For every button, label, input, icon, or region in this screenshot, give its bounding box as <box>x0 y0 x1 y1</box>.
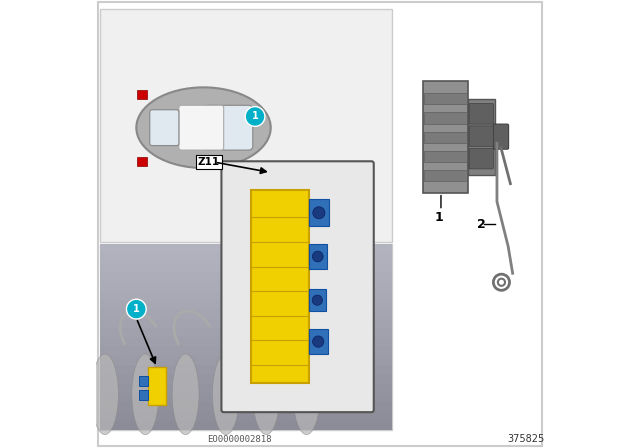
Text: Z11: Z11 <box>198 157 220 167</box>
Bar <box>148 367 166 405</box>
Bar <box>251 190 309 383</box>
Bar <box>100 272 392 281</box>
FancyBboxPatch shape <box>100 244 392 430</box>
Bar <box>100 337 392 346</box>
Ellipse shape <box>172 354 199 435</box>
Bar <box>100 365 392 375</box>
Bar <box>137 157 147 166</box>
FancyBboxPatch shape <box>424 112 467 124</box>
Bar <box>100 244 392 254</box>
Circle shape <box>312 336 324 347</box>
Bar <box>100 291 392 300</box>
FancyBboxPatch shape <box>424 132 467 143</box>
FancyBboxPatch shape <box>469 126 493 146</box>
Bar <box>309 329 328 354</box>
FancyBboxPatch shape <box>468 99 495 175</box>
FancyBboxPatch shape <box>493 124 509 149</box>
FancyBboxPatch shape <box>424 93 467 104</box>
FancyBboxPatch shape <box>424 151 467 162</box>
Ellipse shape <box>212 354 239 435</box>
Bar <box>100 411 392 421</box>
Circle shape <box>312 251 323 262</box>
Bar <box>100 254 392 263</box>
Bar <box>100 402 392 411</box>
FancyBboxPatch shape <box>196 155 222 169</box>
Ellipse shape <box>253 354 280 435</box>
Text: EO0000002818: EO0000002818 <box>207 435 271 444</box>
Text: 1: 1 <box>435 211 443 224</box>
Bar <box>100 383 392 393</box>
Circle shape <box>127 299 146 319</box>
Text: 1: 1 <box>133 304 140 314</box>
Bar <box>137 90 147 99</box>
FancyBboxPatch shape <box>204 105 253 150</box>
Text: 375825: 375825 <box>508 434 545 444</box>
Text: 2: 2 <box>477 217 486 231</box>
Bar <box>100 375 392 383</box>
FancyBboxPatch shape <box>423 81 468 193</box>
Bar <box>100 319 392 328</box>
Circle shape <box>312 295 323 305</box>
FancyBboxPatch shape <box>99 2 541 446</box>
Bar <box>100 300 392 309</box>
Ellipse shape <box>293 354 320 435</box>
Bar <box>100 281 392 291</box>
Bar <box>100 356 392 365</box>
FancyBboxPatch shape <box>221 161 374 412</box>
Bar <box>309 244 327 269</box>
Bar <box>140 390 148 400</box>
FancyBboxPatch shape <box>469 148 493 169</box>
Ellipse shape <box>132 354 159 435</box>
FancyBboxPatch shape <box>424 170 467 181</box>
Bar <box>309 289 326 311</box>
Ellipse shape <box>92 354 118 435</box>
Circle shape <box>313 207 325 219</box>
Text: 1: 1 <box>252 112 259 121</box>
FancyBboxPatch shape <box>150 110 179 146</box>
FancyBboxPatch shape <box>100 9 392 242</box>
Bar <box>100 328 392 337</box>
Bar <box>100 346 392 356</box>
Ellipse shape <box>136 87 271 168</box>
Bar <box>100 421 392 430</box>
Bar <box>100 309 392 319</box>
Bar <box>309 199 329 226</box>
FancyBboxPatch shape <box>179 105 224 150</box>
Bar <box>100 393 392 402</box>
Bar <box>140 376 148 386</box>
Circle shape <box>245 107 265 126</box>
FancyBboxPatch shape <box>469 103 493 124</box>
Bar <box>100 263 392 272</box>
